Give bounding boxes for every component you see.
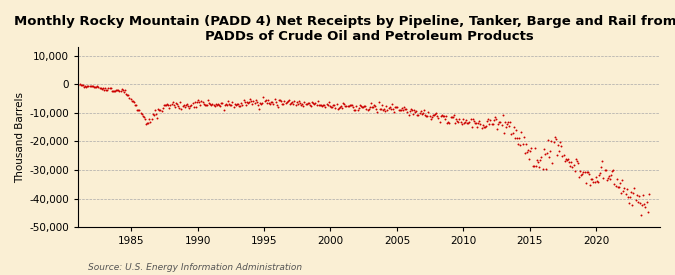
Title: Monthly Rocky Mountain (PADD 4) Net Receipts by Pipeline, Tanker, Barge and Rail: Monthly Rocky Mountain (PADD 4) Net Rece… — [14, 15, 675, 43]
Y-axis label: Thousand Barrels: Thousand Barrels — [15, 92, 25, 183]
Text: Source: U.S. Energy Information Administration: Source: U.S. Energy Information Administ… — [88, 263, 302, 272]
